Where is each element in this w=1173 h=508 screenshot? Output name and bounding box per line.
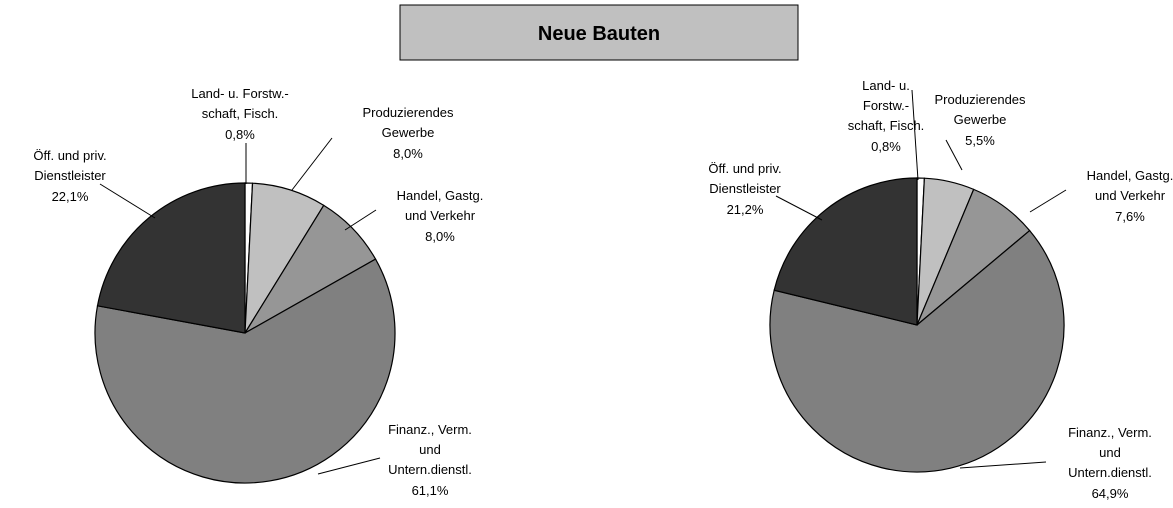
title-box	[399, 4, 799, 61]
leader-line	[99, 183, 156, 219]
slice-label: Öff. und priv. Dienstleister 21,2%	[708, 161, 781, 217]
pie-slice	[773, 177, 918, 326]
leader-line	[959, 461, 1047, 469]
slice-value-label: 0,8%	[871, 139, 901, 154]
slice-label-line: Untern.dienstl.	[1068, 465, 1152, 480]
slice-value-label: 8,0%	[393, 146, 423, 161]
leader-line	[945, 139, 963, 171]
slice-label-line: schaft, Fisch.	[848, 118, 925, 133]
slice-label: Produzierendes Gewerbe 8,0%	[362, 105, 454, 161]
slice-label-line: Untern.dienstl.	[388, 462, 472, 477]
slice-label: Produzierendes Gewerbe 5,5%	[934, 92, 1026, 148]
slice-label-line: Land- u. Forstw.-	[191, 86, 289, 101]
slice-label-line: Gewerbe	[382, 125, 435, 140]
slice-label-line: Finanz., Verm.	[388, 422, 472, 437]
slice-label-line: und Verkehr	[405, 208, 476, 223]
slice-label-line: Öff. und priv.	[708, 161, 781, 176]
slice-label-line: Produzierendes	[934, 92, 1026, 107]
pie-slice	[96, 182, 246, 334]
slice-label: Finanz., Verm. und Untern.dienstl. 64,9%	[1068, 425, 1152, 501]
slice-value-label: 8,0%	[425, 229, 455, 244]
slice-label-line: Dienstleister	[709, 181, 781, 196]
slice-label: Land- u. Forstw.- schaft, Fisch. 0,8%	[848, 78, 925, 154]
slice-label-line: und	[419, 442, 441, 457]
leader-line	[344, 209, 377, 231]
slice-label-line: Öff. und priv.	[33, 148, 106, 163]
slice-label: Land- u. Forstw.- schaft, Fisch. 0,8%	[191, 86, 289, 142]
slice-label-line: und	[1099, 445, 1121, 460]
slice-label-line: Handel, Gastg.	[1087, 168, 1173, 183]
leader-line	[911, 89, 919, 181]
leader-line	[317, 457, 381, 475]
title: Neue Bauten	[538, 23, 660, 45]
slice-label-line: Gewerbe	[954, 112, 1007, 127]
slice-label-line: und Verkehr	[1095, 188, 1166, 203]
slice-label-line: schaft, Fisch.	[202, 106, 279, 121]
slice-value-label: 22,1%	[52, 189, 89, 204]
slice-label-line: Forstw.-	[863, 98, 909, 113]
leader-line	[1029, 189, 1067, 213]
slice-value-label: 21,2%	[727, 202, 764, 217]
slice-value-label: 61,1%	[412, 483, 449, 498]
slice-value-label: 64,9%	[1092, 486, 1129, 501]
slice-label-line: Finanz., Verm.	[1068, 425, 1152, 440]
pie-slice	[94, 258, 396, 484]
leader-line	[291, 137, 333, 191]
slice-value-label: 7,6%	[1115, 209, 1145, 224]
slice-label-line: Handel, Gastg.	[397, 188, 484, 203]
slice-label-line: Produzierendes	[362, 105, 454, 120]
leader-line	[775, 195, 823, 221]
slice-label: Finanz., Verm. und Untern.dienstl. 61,1%	[388, 422, 472, 498]
slice-label: Handel, Gastg. und Verkehr 7,6%	[1087, 168, 1173, 224]
slice-label-line: Dienstleister	[34, 168, 106, 183]
slice-label: Handel, Gastg. und Verkehr 8,0%	[397, 188, 484, 244]
slice-value-label: 5,5%	[965, 133, 995, 148]
slice-label: Öff. und priv. Dienstleister 22,1%	[33, 148, 106, 204]
slice-label-line: Land- u.	[862, 78, 910, 93]
slice-value-label: 0,8%	[225, 127, 255, 142]
pie-slice	[769, 229, 1065, 473]
